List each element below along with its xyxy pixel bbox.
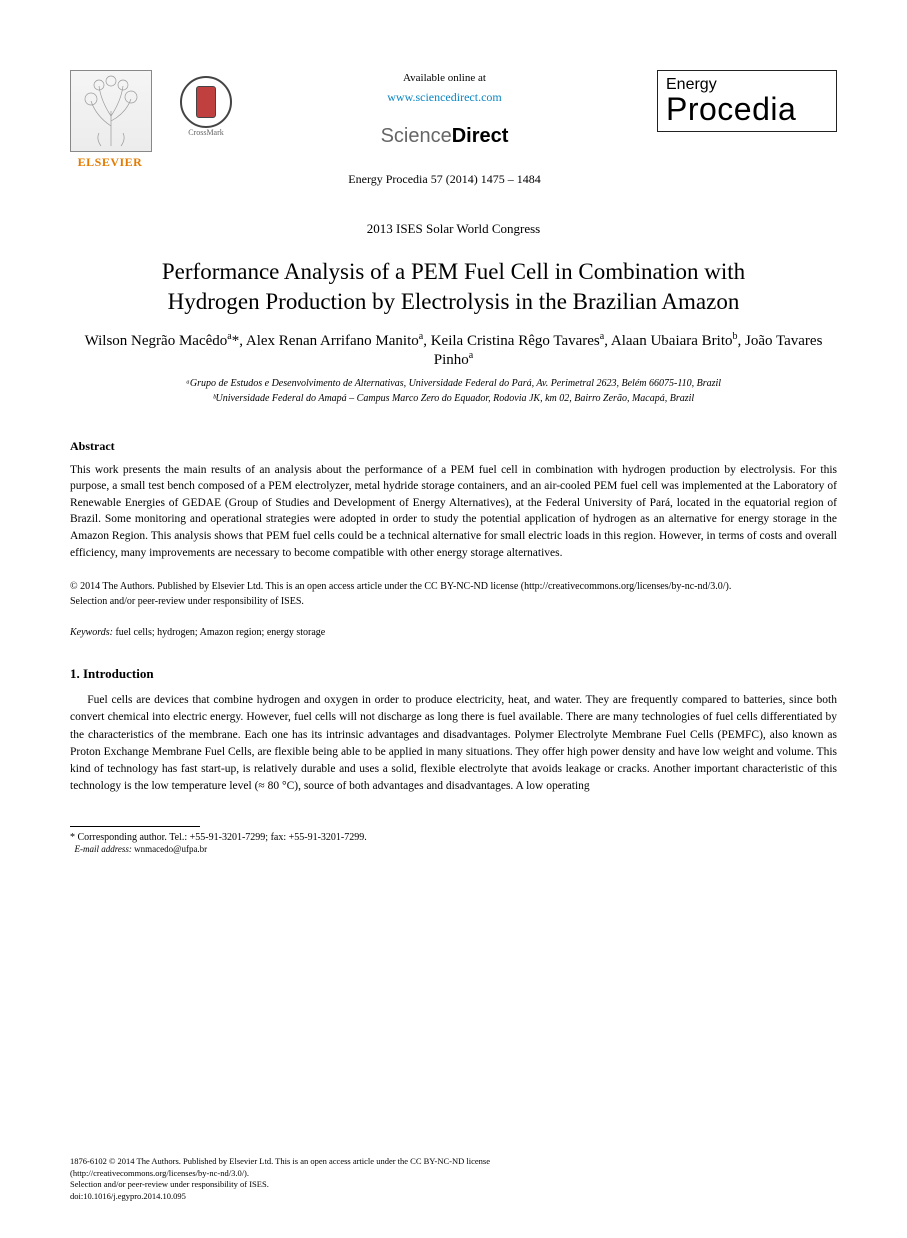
keywords-list: fuel cells; hydrogen; Amazon region; ene… <box>115 627 325 638</box>
keywords-label: Keywords: <box>70 627 113 638</box>
available-online-label: Available online at <box>242 72 647 84</box>
sciencedirect-link[interactable]: www.sciencedirect.com <box>387 90 502 105</box>
left-logo-group: ELSEVIER CrossMark <box>70 70 232 170</box>
elsevier-tree-icon <box>70 70 152 152</box>
conference-name: 2013 ISES Solar World Congress <box>70 221 837 237</box>
abstract-heading: Abstract <box>70 439 837 454</box>
footer-line4: doi:10.1016/j.egypro.2014.10.095 <box>70 1191 186 1201</box>
keywords-line: Keywords: fuel cells; hydrogen; Amazon r… <box>70 627 837 638</box>
sd-word-right: Direct <box>452 125 509 147</box>
header: ELSEVIER CrossMark Available online at w… <box>70 70 837 187</box>
journal-reference: Energy Procedia 57 (2014) 1475 – 1484 <box>242 172 647 187</box>
section-heading: 1. Introduction <box>70 666 837 682</box>
crossmark-icon[interactable] <box>180 76 232 128</box>
crossmark-label: CrossMark <box>180 128 232 137</box>
sciencedirect-wordmark: ScienceDirect <box>242 125 647 148</box>
sd-word-left: Science <box>381 125 452 147</box>
footer-line3: Selection and/or peer-review under respo… <box>70 1179 269 1189</box>
header-center: Available online at www.sciencedirect.co… <box>232 70 657 187</box>
peer-review-text: Selection and/or peer-review under respo… <box>70 596 304 607</box>
copyright-text: © 2014 The Authors. Published by Elsevie… <box>70 581 731 592</box>
footnote-rule <box>70 826 200 827</box>
footer-line1: 1876-6102 © 2014 The Authors. Published … <box>70 1156 490 1166</box>
paper-title: Performance Analysis of a PEM Fuel Cell … <box>130 257 777 317</box>
elsevier-logo: ELSEVIER <box>70 70 150 170</box>
footnote-email: wnmacedo@ufpa.br <box>134 844 207 854</box>
affiliation: ᵃGrupo de Estudos e Desenvolvimento de A… <box>100 377 807 390</box>
footnote-email-label: E-mail address: <box>75 844 132 854</box>
footnote: * Corresponding author. Tel.: +55-91-320… <box>70 831 837 856</box>
copyright-block: © 2014 The Authors. Published by Elsevie… <box>70 579 837 609</box>
journal-box: Energy Procedia <box>657 70 837 132</box>
elsevier-brand-text: ELSEVIER <box>70 155 150 170</box>
footer-block: 1876-6102 © 2014 The Authors. Published … <box>70 1156 837 1202</box>
intro-paragraph: Fuel cells are devices that combine hydr… <box>70 692 837 796</box>
footnote-corresponding: * Corresponding author. Tel.: +55-91-320… <box>70 832 367 843</box>
affiliations: ᵃGrupo de Estudos e Desenvolvimento de A… <box>70 377 837 405</box>
journal-box-main: Procedia <box>666 93 828 125</box>
abstract-body: This work presents the main results of a… <box>70 462 837 561</box>
affiliation: ᵇUniversidade Federal do Amapá – Campus … <box>100 392 807 405</box>
authors: Wilson Negrão Macêdoa*, Alex Renan Arrif… <box>70 331 837 369</box>
footer-line2: (http://creativecommons.org/licenses/by-… <box>70 1168 249 1178</box>
crossmark-group[interactable]: CrossMark <box>180 70 232 137</box>
